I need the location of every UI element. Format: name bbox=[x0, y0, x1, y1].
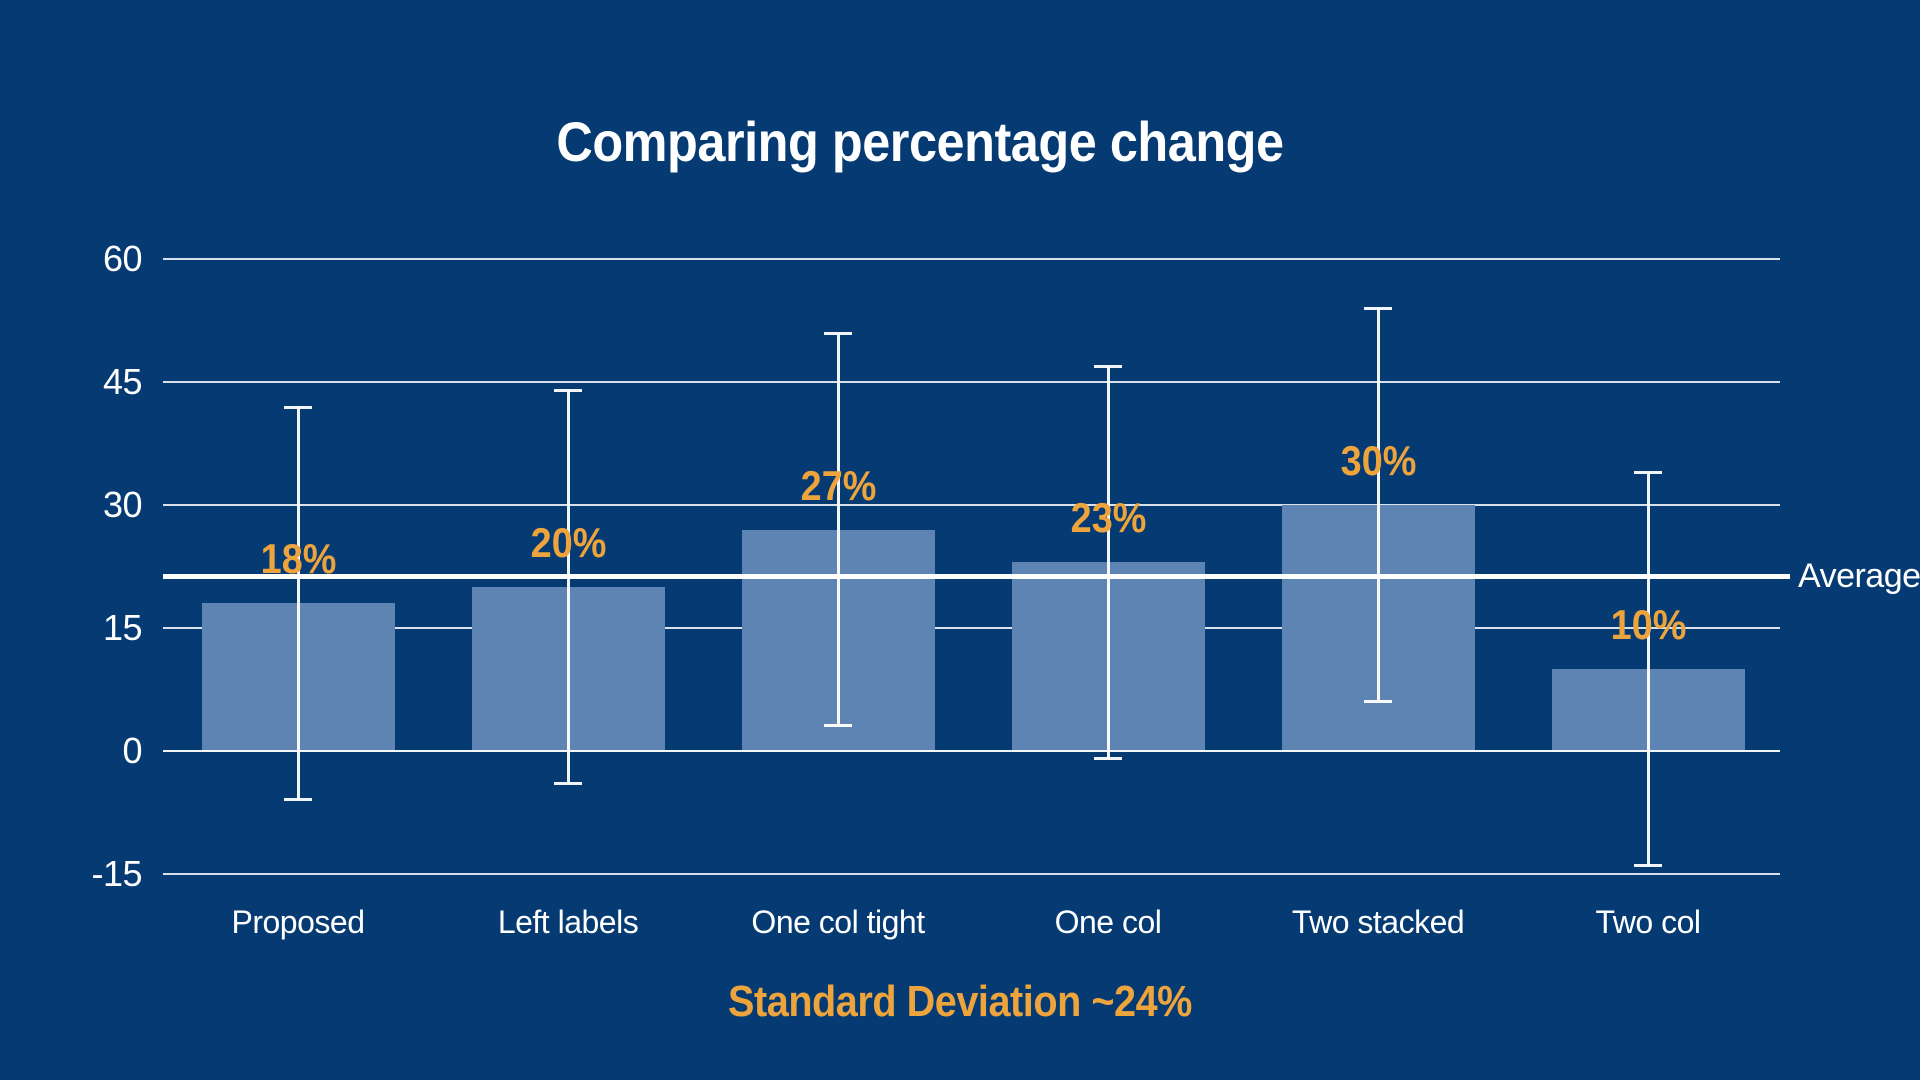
y-tick-label: 60 bbox=[102, 238, 143, 279]
bar-value-label: 18% bbox=[260, 535, 336, 583]
gridline bbox=[163, 504, 1780, 506]
average-label: Average bbox=[1798, 557, 1920, 596]
category-label: Proposed bbox=[231, 904, 365, 940]
error-bar-cap-bottom bbox=[1634, 863, 1662, 867]
category-label: Left labels bbox=[497, 904, 639, 940]
chart-annotation: Standard Deviation ~24% bbox=[728, 977, 1192, 1026]
error-bar-cap-bottom bbox=[554, 781, 582, 785]
category-label: One col tight bbox=[751, 904, 925, 940]
y-tick-label: 0 bbox=[122, 730, 142, 771]
error-bar-cap-top bbox=[1094, 364, 1122, 368]
error-bar-cap-bottom bbox=[284, 798, 312, 802]
error-bar-cap-bottom bbox=[1364, 699, 1392, 703]
error-bar-cap-top bbox=[554, 389, 582, 393]
gridline bbox=[163, 258, 1780, 260]
gridline bbox=[163, 627, 1780, 629]
error-bar-cap-top bbox=[284, 405, 312, 409]
y-tick-label: -15 bbox=[91, 853, 142, 894]
error-bar-cap-bottom bbox=[1094, 757, 1122, 761]
error-bar bbox=[1106, 365, 1110, 760]
category-label: Two col bbox=[1595, 904, 1701, 940]
error-bar-cap-top bbox=[1634, 471, 1662, 475]
y-tick-label: 45 bbox=[102, 361, 143, 402]
error-bar-cap-bottom bbox=[824, 724, 852, 728]
gridline bbox=[163, 381, 1780, 383]
bar-value-label: 27% bbox=[800, 461, 876, 509]
bar-value-label: 23% bbox=[1070, 494, 1146, 542]
error-bar-cap-top bbox=[1364, 307, 1392, 311]
y-tick-label: 30 bbox=[102, 484, 143, 525]
average-line bbox=[163, 573, 1790, 579]
error-bar bbox=[566, 390, 570, 784]
error-bar-cap-top bbox=[824, 331, 852, 335]
y-tick-label: 15 bbox=[102, 607, 143, 648]
error-bar bbox=[296, 406, 300, 801]
gridline bbox=[163, 873, 1780, 875]
category-label: Two stacked bbox=[1291, 904, 1465, 940]
bar-value-label: 30% bbox=[1340, 437, 1416, 484]
error-bar bbox=[1646, 472, 1650, 866]
error-bar bbox=[1376, 308, 1380, 702]
chart-title: Comparing percentage change bbox=[556, 110, 1284, 173]
category-label: One col bbox=[1054, 904, 1162, 940]
error-bar bbox=[836, 332, 840, 727]
bar-value-label: 10% bbox=[1610, 601, 1686, 648]
bar-value-label: 20% bbox=[530, 519, 606, 566]
gridline-zero bbox=[163, 750, 1780, 752]
